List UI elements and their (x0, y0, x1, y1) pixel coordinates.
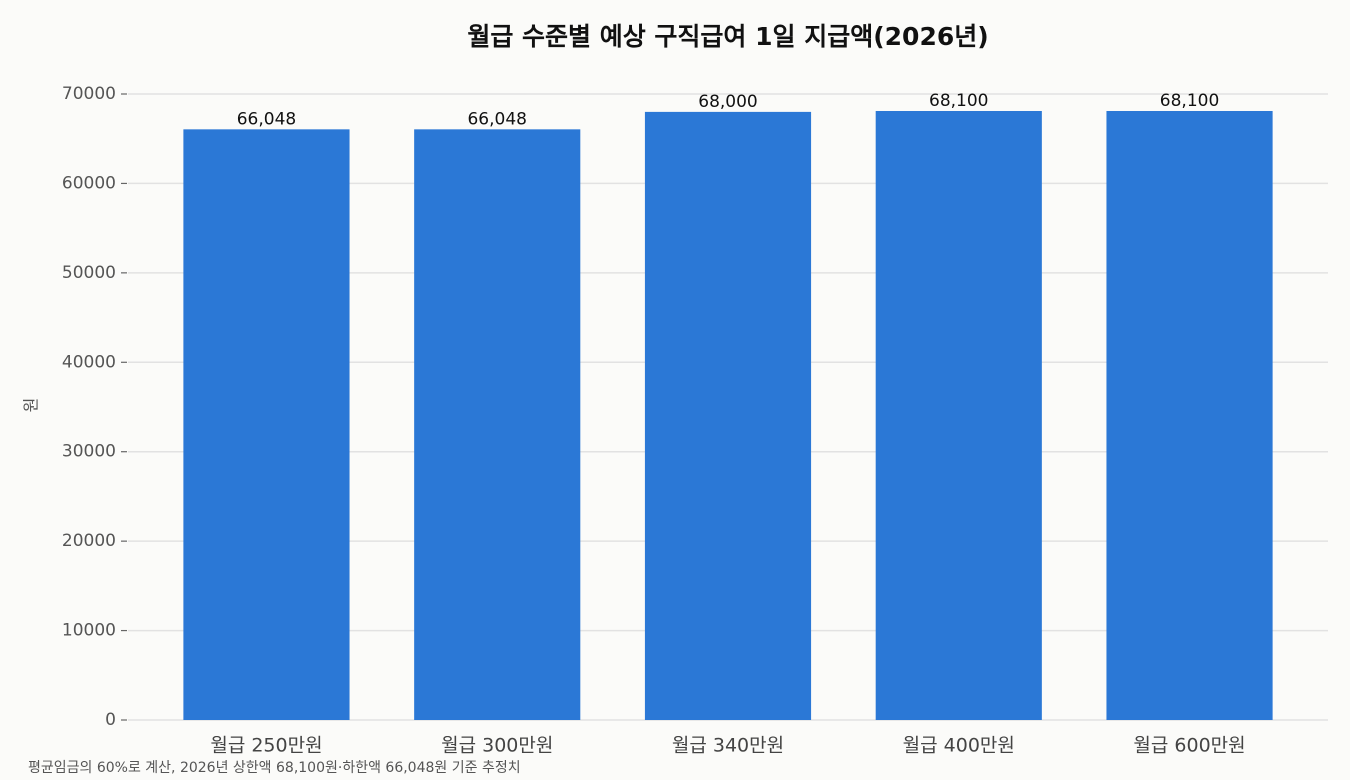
value-label: 68,100 (929, 91, 988, 111)
bar (644, 111, 812, 720)
y-tick-label: 0 (105, 710, 116, 730)
x-tick-label: 월급 600만원 (1133, 735, 1245, 757)
chart-title: 월급 수준별 예상 구직급여 1일 지급액(2026년) (467, 22, 988, 51)
bar (414, 129, 581, 721)
y-tick-label: 10000 (62, 621, 116, 641)
y-tick-label: 70000 (62, 84, 116, 104)
y-tick-label: 60000 (62, 173, 116, 193)
bar (875, 110, 1042, 720)
y-tick-label: 30000 (62, 442, 116, 462)
x-tick-label: 월급 400만원 (903, 735, 1015, 757)
value-label: 68,000 (698, 92, 757, 112)
x-tick-label: 월급 300만원 (441, 735, 553, 757)
bar (183, 129, 350, 721)
footnote: 평균임금의 60%로 계산, 2026년 상한액 68,100원·하한액 66,… (28, 760, 521, 776)
value-label: 66,048 (467, 109, 526, 129)
bar (1106, 110, 1273, 720)
value-label: 68,100 (1160, 91, 1219, 111)
x-tick-label: 월급 340만원 (672, 735, 784, 757)
y-axis-label: 원 (22, 398, 41, 413)
y-tick-label: 20000 (62, 531, 116, 551)
y-tick-label: 50000 (62, 263, 116, 283)
y-tick-label: 40000 (62, 352, 116, 372)
value-label: 66,048 (237, 109, 296, 129)
x-tick-label: 월급 250만원 (210, 735, 322, 757)
